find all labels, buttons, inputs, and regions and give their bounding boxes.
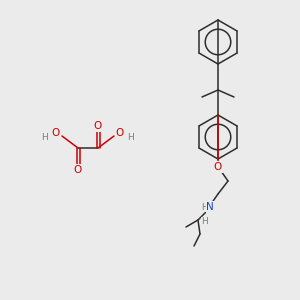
Text: H: H xyxy=(128,133,134,142)
Text: O: O xyxy=(116,128,124,138)
Text: H: H xyxy=(42,133,48,142)
Text: O: O xyxy=(74,165,82,175)
Text: H: H xyxy=(201,202,207,211)
Text: H: H xyxy=(202,218,208,226)
Text: O: O xyxy=(94,121,102,131)
Text: N: N xyxy=(206,202,214,212)
Text: O: O xyxy=(52,128,60,138)
Text: O: O xyxy=(214,162,222,172)
